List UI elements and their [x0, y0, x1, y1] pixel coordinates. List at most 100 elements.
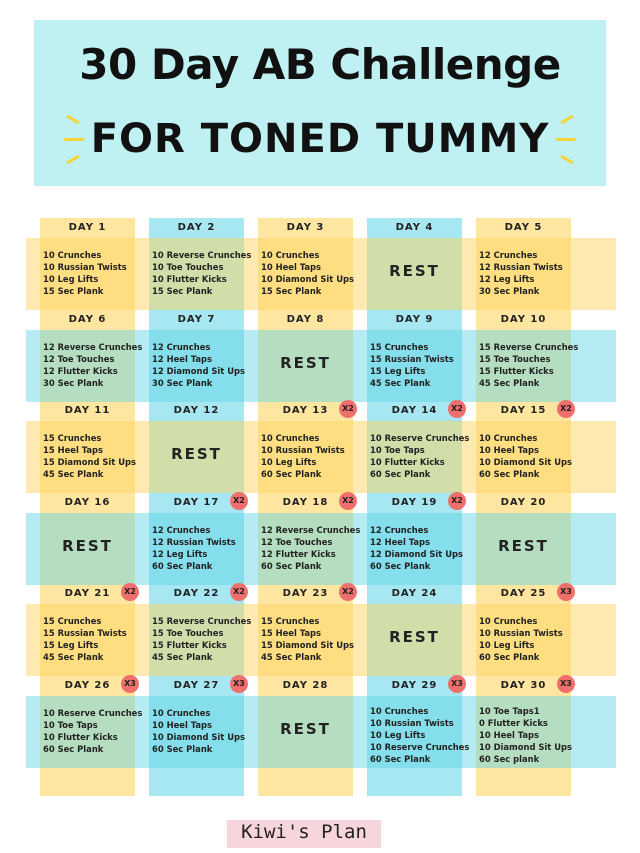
- exercise: 12 Heel Taps: [370, 536, 430, 547]
- exercise: 60 Sec Plank: [152, 560, 213, 571]
- exercise: 12 Leg Lifts: [479, 274, 535, 284]
- exercise: 60 Sec Plank: [43, 743, 104, 754]
- exercise: 10 Heel Taps: [479, 729, 539, 740]
- exercise: 10 Russian Twists: [479, 628, 563, 638]
- day-label: DAY 14: [391, 405, 438, 416]
- day-label: DAY 8: [286, 313, 325, 325]
- row-band: [26, 512, 616, 585]
- exercise: 10 Reverse Crunches: [152, 250, 252, 260]
- exercise: 60 Sec Plank: [479, 652, 540, 662]
- exercise: 30 Sec Plank: [152, 377, 213, 388]
- day-label: DAY 12: [173, 405, 220, 416]
- exercise: 12 Russian Twists: [152, 536, 236, 547]
- exercise: 12 Russian Twists: [479, 262, 563, 272]
- exercise: 15 Leg Lifts: [43, 640, 99, 650]
- exercise: 10 Flutter Kicks: [370, 457, 445, 467]
- exercise: 10 Reserve Crunches: [370, 741, 470, 752]
- day-label: DAY 15: [500, 405, 547, 416]
- exercise: 45 Sec Plank: [152, 652, 213, 662]
- rest-label: REST: [171, 445, 222, 463]
- row-band: [26, 604, 616, 676]
- column-strip: [367, 218, 462, 796]
- exercise: 10 Leg Lifts: [479, 640, 535, 650]
- exercise: 45 Sec Plank: [479, 377, 540, 388]
- exercise: 45 Sec Plank: [43, 652, 104, 662]
- day-label: DAY 5: [504, 222, 543, 233]
- exercise: 45 Sec Plank: [370, 377, 431, 388]
- multiplier-badge: X2: [121, 583, 139, 601]
- day-label: DAY 20: [500, 496, 547, 508]
- day-label: DAY 27: [173, 679, 220, 691]
- exercise: 12 Leg Lifts: [152, 548, 208, 559]
- exercise: 45 Sec Plank: [261, 652, 322, 662]
- exercise: 60 Sec Plank: [370, 469, 431, 479]
- day-label: DAY 9: [395, 313, 434, 325]
- exercise: 15 Reverse Crunches: [479, 341, 579, 352]
- exercise: 10 Crunches: [261, 250, 320, 260]
- exercise: 30 Sec Plank: [43, 377, 104, 388]
- exercise: 10 Russian Twists: [43, 262, 127, 272]
- exercise: 10 Russian Twists: [370, 717, 454, 728]
- exercise: 10 Toe Taps: [370, 445, 425, 455]
- exercise: 15 Russian Twists: [43, 628, 127, 638]
- multiplier-badge: X2: [230, 491, 248, 510]
- exercise: 10 Flutter Kicks: [43, 731, 118, 742]
- exercise: 10 Leg Lifts: [370, 729, 426, 740]
- exercise: 45 Sec Plank: [43, 469, 104, 479]
- day-label: DAY 4: [395, 222, 434, 233]
- row-band: [26, 238, 616, 310]
- exercise: 30 Sec Plank: [479, 286, 540, 296]
- exercise: 60 Sec Plank: [261, 469, 322, 479]
- multiplier-badge: X2: [339, 400, 357, 418]
- exercise: 12 Crunches: [152, 341, 211, 352]
- exercise: 10 Crunches: [152, 707, 211, 718]
- exercise: 10 Heel Taps: [152, 719, 212, 730]
- exercise: 12 Crunches: [370, 524, 429, 535]
- exercise: 12 Reverse Crunches: [43, 341, 143, 352]
- column-strip: [149, 218, 244, 796]
- exercise: 15 Crunches: [261, 616, 320, 626]
- multiplier-badge: X2: [448, 400, 466, 418]
- exercise: 10 Leg Lifts: [261, 457, 317, 467]
- exercise: 12 Toe Touches: [43, 353, 115, 364]
- exercise: 10 Heel Taps: [479, 445, 539, 455]
- ray: [64, 138, 84, 141]
- multiplier-badge: X2: [339, 491, 357, 510]
- exercise: 12 Diamond Sit Ups: [370, 548, 464, 559]
- exercise: 10 Crunches: [43, 250, 102, 260]
- multiplier-badge: X2: [448, 491, 466, 510]
- exercise: 10 Russian Twists: [261, 445, 345, 455]
- exercise: 10 Toe Taps: [43, 719, 98, 730]
- rest-label: REST: [62, 536, 113, 555]
- day-label: DAY 6: [68, 313, 107, 325]
- exercise: 60 Sec Plank: [370, 560, 431, 571]
- exercise: 15 Heel Taps: [261, 628, 321, 638]
- exercise: 12 Reverse Crunches: [261, 524, 361, 535]
- title: 30 Day AB Challenge: [79, 40, 561, 89]
- rest-label: REST: [498, 536, 549, 555]
- exercise: 15 Toe Touches: [152, 628, 224, 638]
- day-label: DAY 16: [64, 496, 111, 508]
- exercise: 15 Heel Taps: [43, 445, 103, 455]
- footer-box: [227, 820, 381, 848]
- exercise: 15 Flutter Kicks: [479, 365, 554, 376]
- exercise: 15 Sec Plank: [152, 286, 213, 296]
- multiplier-badge: X3: [230, 674, 248, 693]
- rest-label: REST: [280, 353, 331, 372]
- exercise: 10 Crunches: [479, 433, 538, 443]
- row-band: [26, 329, 616, 402]
- exercise: 12 Crunches: [479, 250, 538, 260]
- column-strip: [476, 218, 571, 796]
- day-label: DAY 1: [68, 222, 107, 233]
- exercise: 10 Diamond Sit Ups: [152, 731, 246, 742]
- day-label: DAY 17: [173, 496, 220, 508]
- ray: [556, 138, 576, 141]
- exercise: 10 Reserve Crunches: [370, 433, 470, 443]
- day-label: DAY 10: [500, 313, 547, 325]
- exercise: 15 Sec Plank: [261, 286, 322, 296]
- column-strip: [40, 218, 135, 796]
- exercise: 15 Crunches: [370, 341, 429, 352]
- day-label: DAY 30: [500, 679, 547, 691]
- exercise: 15 Reverse Crunches: [152, 616, 252, 626]
